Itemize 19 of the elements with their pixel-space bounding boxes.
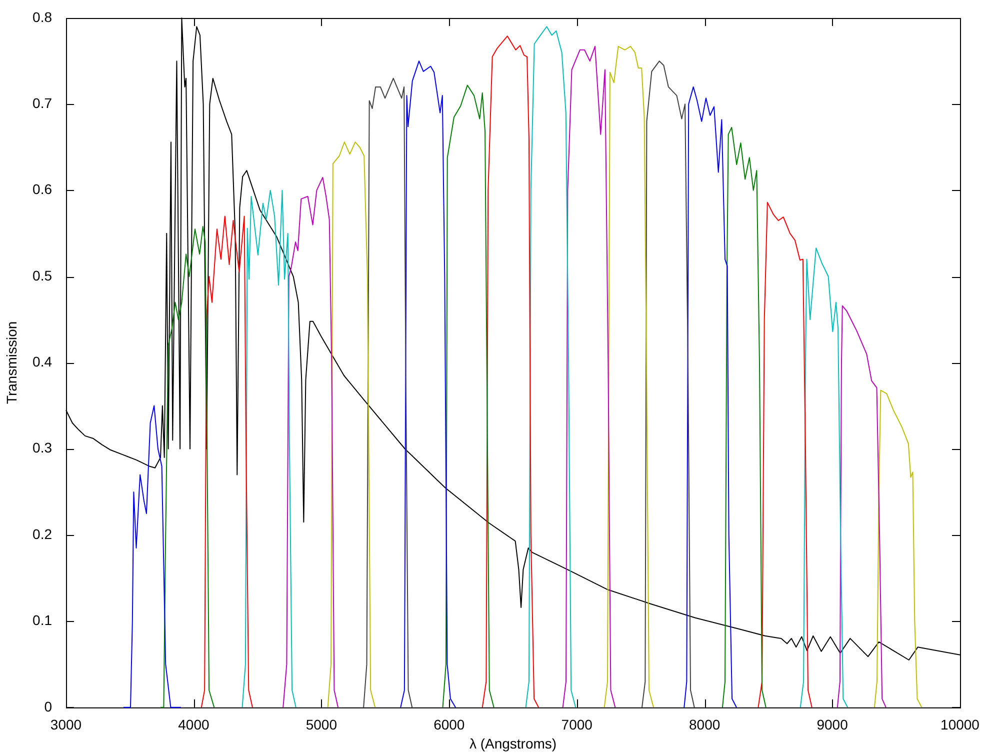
y-tick-label: 0.5 (32, 267, 52, 284)
x-tick-label: 5000 (306, 716, 338, 733)
y-axis-title: Transmission (3, 321, 20, 404)
x-tick-label: 10000 (940, 716, 980, 733)
y-tick-label: 0.7 (32, 95, 52, 112)
x-tick-label: 8000 (688, 716, 720, 733)
x-axis-title: λ (Angstroms) (469, 735, 557, 752)
x-tick-label: 7000 (561, 716, 593, 733)
y-tick-label: 0 (44, 698, 52, 714)
x-tick-label: 4000 (178, 716, 210, 733)
y-tick-label: 0.2 (32, 526, 52, 542)
y-tick-label: 0.4 (32, 354, 52, 370)
x-tick-label: 6000 (434, 716, 465, 733)
y-tick-label: 0.1 (32, 612, 52, 628)
x-tick-label: 9000 (816, 716, 848, 733)
y-tick-label: 0.3 (32, 440, 52, 456)
y-tick-label: 0.8 (32, 8, 52, 25)
x-tick-label: 3000 (50, 716, 82, 733)
y-tick-label: 0.6 (32, 181, 52, 198)
